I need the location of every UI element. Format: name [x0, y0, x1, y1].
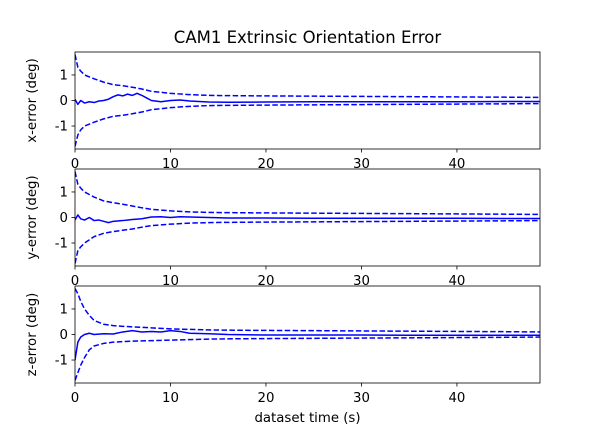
series-line-bound [75, 288, 540, 333]
y-axis-label: x-error (deg) [25, 58, 40, 143]
series-line-error [75, 92, 540, 106]
series-line-bound [75, 102, 540, 147]
x-tick-label: 30 [353, 157, 370, 172]
y-tick-label: 0 [60, 94, 68, 109]
y-tick-label: 1 [60, 69, 68, 84]
x-tick-label: 20 [258, 274, 275, 289]
series-line-error [75, 214, 540, 224]
series-line-bound [75, 219, 540, 264]
axes-frame [74, 51, 541, 150]
x-tick-label: 10 [162, 157, 179, 172]
y-axis-label: y-error (deg) [25, 175, 40, 259]
x-tick-label: 40 [448, 157, 465, 172]
x-tick-label: 40 [448, 274, 465, 289]
x-axis-label: dataset time (s) [254, 411, 360, 426]
y-tick-label: 1 [60, 186, 68, 201]
x-tick-label: 30 [353, 391, 370, 406]
x-tick-label: 20 [258, 157, 275, 172]
series-line-error [75, 329, 540, 361]
x-tick-label: 10 [162, 391, 179, 406]
y-tick-label: -1 [55, 237, 68, 252]
y-tick-label: 0 [60, 328, 68, 343]
series-line-bound [75, 54, 540, 99]
x-tick-label: 0 [71, 157, 79, 172]
series-line-bound [75, 336, 540, 381]
x-tick-label: 0 [71, 391, 79, 406]
y-tick-label: 0 [60, 211, 68, 226]
x-tick-label: 10 [162, 274, 179, 289]
y-tick-label: -1 [55, 354, 68, 369]
x-tick-label: 0 [71, 274, 79, 289]
y-tick-label: 1 [60, 303, 68, 318]
x-tick-label: 30 [353, 274, 370, 289]
series-line-bound [75, 171, 540, 216]
x-tick-label: 20 [258, 391, 275, 406]
y-axis-label: z-error (deg) [25, 293, 40, 377]
y-tick-label: -1 [55, 120, 68, 135]
x-tick-label: 40 [448, 391, 465, 406]
chart-title: CAM1 Extrinsic Orientation Error [174, 28, 442, 47]
